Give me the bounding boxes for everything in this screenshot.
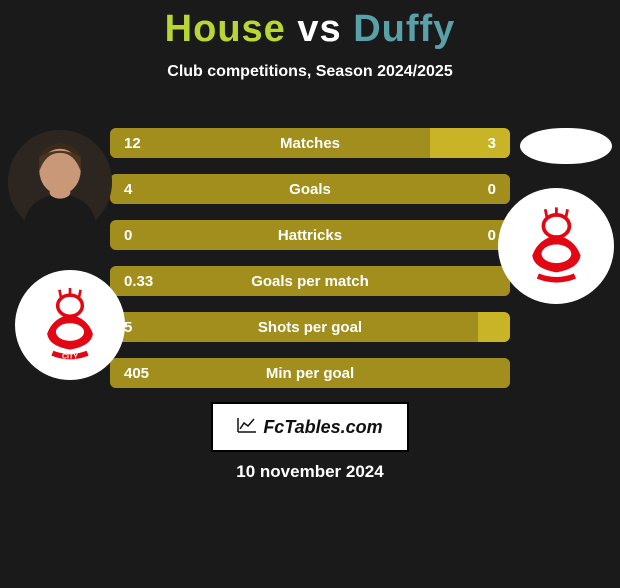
chart-icon (237, 417, 257, 438)
stat-value-right: 0 (488, 181, 496, 198)
crest-icon (510, 200, 603, 293)
stat-label: Min per goal (110, 365, 510, 382)
stat-row: 12Matches3 (110, 128, 510, 158)
source-badge: FcTables.com (211, 402, 409, 452)
title-left: House (165, 8, 286, 50)
club-right-crest (498, 188, 614, 304)
person-icon (8, 130, 112, 234)
stat-label: Matches (110, 135, 510, 152)
stat-row: 4Goals0 (110, 174, 510, 204)
subtitle: Club competitions, Season 2024/2025 (0, 63, 620, 81)
player-left-avatar (8, 130, 112, 234)
stat-row: 0.33Goals per match (110, 266, 510, 296)
stats-table: 12Matches34Goals00Hattricks00.33Goals pe… (110, 128, 510, 404)
stat-row: 405Min per goal (110, 358, 510, 388)
badge-text: FcTables.com (263, 417, 382, 438)
crest-icon: CITY (26, 281, 114, 369)
stat-label: Goals (110, 181, 510, 198)
title-right: Duffy (353, 8, 455, 50)
stat-label: Goals per match (110, 273, 510, 290)
svg-text:CITY: CITY (62, 353, 78, 360)
stat-label: Shots per goal (110, 319, 510, 336)
stat-label: Hattricks (110, 227, 510, 244)
page-title: House vs Duffy (0, 8, 620, 51)
stat-row: 0Hattricks0 (110, 220, 510, 250)
title-vs: vs (297, 8, 341, 50)
date-text: 10 november 2024 (0, 462, 620, 482)
stat-row: 5Shots per goal (110, 312, 510, 342)
stat-value-right: 0 (488, 227, 496, 244)
club-left-crest: CITY (15, 270, 125, 380)
player-right-avatar (520, 128, 612, 164)
stat-value-right: 3 (488, 135, 496, 152)
